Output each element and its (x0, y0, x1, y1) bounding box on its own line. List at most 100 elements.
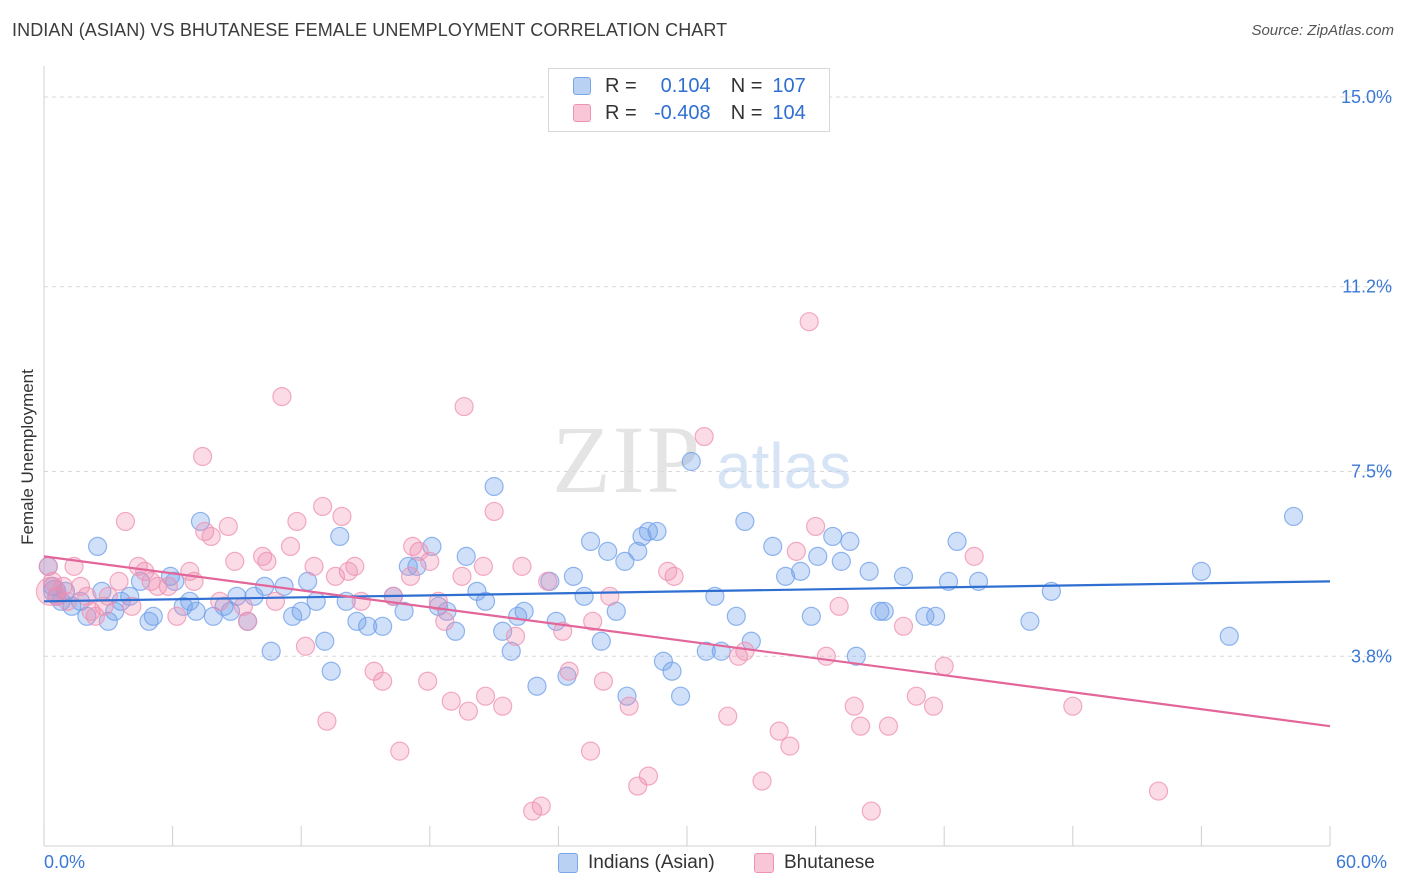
data-point (225, 551, 245, 571)
data-point (505, 626, 526, 646)
legend-r-value: 0.104 (660, 74, 711, 97)
watermark-zip: ZIP (552, 406, 702, 513)
x-tick-label-min: 0.0% (44, 852, 86, 872)
data-point (315, 631, 335, 651)
legend-row-indians: R = 0.104 N = 107 (573, 74, 806, 98)
data-point (681, 451, 701, 472)
data-point (947, 531, 967, 552)
data-point (893, 566, 914, 586)
data-point (428, 591, 448, 611)
data-point (638, 766, 659, 786)
data-point (846, 646, 866, 666)
data-point (261, 641, 281, 661)
data-point (840, 531, 860, 552)
data-point (173, 596, 193, 616)
y-tick-labels: 3.8% 7.5% 11.2% 15.0% (1341, 87, 1392, 666)
data-point (593, 671, 614, 691)
data-point (574, 586, 594, 606)
data-point (763, 536, 783, 557)
data-point (295, 636, 316, 656)
data-point (670, 686, 691, 706)
data-point (304, 556, 324, 576)
data-point (1148, 781, 1169, 801)
data-point (615, 551, 635, 571)
data-point (190, 511, 211, 532)
data-point (218, 516, 238, 537)
data-point (583, 611, 603, 631)
data-point (580, 531, 601, 552)
series-bhutanese (35, 312, 1169, 821)
data-point (1191, 561, 1212, 581)
data-point (238, 611, 258, 631)
data-point (325, 566, 346, 586)
data-point (831, 551, 851, 571)
data-point (195, 521, 215, 542)
data-point (801, 606, 821, 626)
data-point (1283, 506, 1304, 527)
data-point (694, 426, 714, 447)
legend-n-label: N = (730, 101, 763, 124)
bottom-legend-swatch-blue (558, 853, 578, 873)
data-point (538, 571, 558, 591)
data-point (390, 741, 410, 761)
data-point (718, 706, 738, 726)
data-point (400, 566, 421, 586)
legend-r-label: R = (605, 101, 637, 124)
data-point (345, 556, 365, 576)
data-point (265, 591, 286, 611)
data-point (473, 556, 493, 576)
data-point (598, 541, 618, 561)
data-point (546, 611, 566, 631)
data-point (632, 526, 652, 547)
data-point (726, 606, 746, 626)
data-point (420, 551, 440, 571)
data-point (591, 631, 611, 651)
legend-n-value: 104 (772, 101, 806, 124)
data-point (735, 511, 755, 532)
data-point (647, 521, 667, 542)
data-point (98, 611, 118, 631)
data-point (109, 571, 129, 591)
data-point (790, 561, 811, 581)
data-point (906, 686, 926, 706)
data-point (628, 776, 648, 796)
data-point (407, 556, 427, 576)
bottom-legend-label: Bhutanese (784, 852, 875, 873)
y-tick-label: 15.0% (1341, 87, 1392, 107)
data-point (805, 516, 826, 537)
data-point (769, 721, 789, 741)
data-point (347, 611, 367, 631)
data-point (158, 576, 178, 596)
data-point (313, 496, 333, 517)
chart-title: INDIAN (ASIAN) VS BHUTANESE FEMALE UNEMP… (12, 20, 728, 40)
data-point (452, 566, 472, 586)
bottom-legend-label: Indians (Asian) (588, 852, 715, 873)
data-point (531, 796, 551, 816)
data-point (317, 711, 337, 731)
data-point (859, 561, 879, 581)
data-point (35, 576, 66, 606)
data-point (1219, 626, 1239, 646)
data-point (484, 476, 504, 497)
data-point (257, 551, 277, 571)
data-point (422, 536, 442, 557)
data-point (893, 616, 914, 636)
data-point (94, 596, 114, 616)
data-point (580, 741, 601, 761)
data-point (493, 621, 513, 641)
legend-row-bhutanese: R = -0.408 N = 104 (573, 101, 806, 125)
data-point (306, 591, 326, 611)
data-point (735, 641, 755, 661)
data-point (844, 696, 864, 716)
data-point (664, 566, 684, 586)
legend-swatch-blue (573, 77, 591, 95)
data-point (851, 716, 871, 736)
data-point (923, 696, 944, 716)
data-point (147, 576, 168, 596)
data-point (559, 661, 579, 681)
data-point (658, 561, 678, 581)
data-point (1063, 696, 1083, 716)
data-point (475, 591, 496, 611)
data-point (272, 387, 292, 407)
data-point (373, 616, 393, 636)
